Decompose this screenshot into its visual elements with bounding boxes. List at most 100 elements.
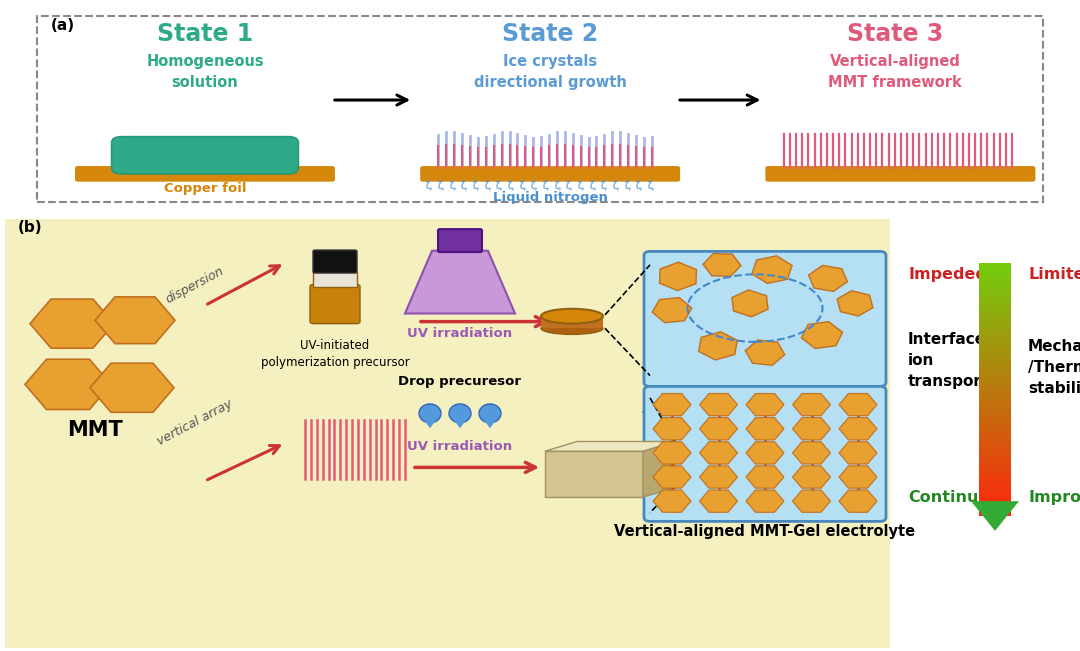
FancyBboxPatch shape <box>644 387 886 521</box>
Polygon shape <box>971 501 1020 531</box>
Bar <box>978 352 1011 355</box>
Bar <box>978 294 1011 298</box>
FancyBboxPatch shape <box>111 137 298 174</box>
Polygon shape <box>752 256 792 283</box>
Bar <box>978 421 1011 424</box>
Bar <box>978 361 1011 364</box>
Bar <box>978 418 1011 421</box>
Polygon shape <box>793 442 831 464</box>
FancyBboxPatch shape <box>310 284 360 324</box>
Bar <box>978 275 1011 279</box>
FancyBboxPatch shape <box>313 250 357 273</box>
Bar <box>978 415 1011 418</box>
Text: ζ: ζ <box>447 180 456 191</box>
Polygon shape <box>653 466 691 488</box>
Text: ζ: ζ <box>599 180 608 191</box>
Polygon shape <box>793 393 831 416</box>
Bar <box>978 386 1011 389</box>
Polygon shape <box>839 393 877 416</box>
Polygon shape <box>793 418 831 440</box>
Bar <box>978 428 1011 430</box>
Bar <box>978 377 1011 380</box>
Bar <box>978 314 1011 316</box>
Bar <box>978 402 1011 406</box>
Bar <box>978 491 1011 494</box>
Bar <box>978 279 1011 282</box>
FancyBboxPatch shape <box>438 229 482 252</box>
Bar <box>978 345 1011 348</box>
Text: UV irradiation: UV irradiation <box>407 440 513 453</box>
FancyBboxPatch shape <box>5 219 890 648</box>
Text: Copper foil: Copper foil <box>164 182 246 195</box>
Text: dispersion: dispersion <box>164 264 227 306</box>
Bar <box>978 399 1011 402</box>
Polygon shape <box>480 413 501 428</box>
Bar <box>978 488 1011 491</box>
Polygon shape <box>700 393 738 416</box>
Polygon shape <box>745 340 785 365</box>
Polygon shape <box>660 262 697 290</box>
Bar <box>978 282 1011 285</box>
Polygon shape <box>545 441 675 451</box>
Bar <box>978 348 1011 352</box>
Polygon shape <box>793 466 831 488</box>
Polygon shape <box>700 490 738 512</box>
Bar <box>978 288 1011 292</box>
Text: ζ: ζ <box>471 180 480 191</box>
Polygon shape <box>837 291 873 316</box>
Text: Continuous: Continuous <box>908 490 1010 505</box>
Polygon shape <box>653 418 691 440</box>
Text: ζ: ζ <box>529 180 538 191</box>
Text: ζ: ζ <box>634 180 643 191</box>
Bar <box>978 370 1011 374</box>
Bar <box>978 465 1011 469</box>
Polygon shape <box>653 393 691 416</box>
Text: ζ: ζ <box>622 180 632 191</box>
Text: ζ: ζ <box>576 180 584 191</box>
Text: Drop precuresor: Drop precuresor <box>399 375 522 388</box>
Bar <box>978 301 1011 304</box>
Bar <box>978 408 1011 411</box>
Bar <box>978 389 1011 393</box>
Polygon shape <box>809 266 848 292</box>
Text: ζ: ζ <box>423 180 433 191</box>
FancyBboxPatch shape <box>766 166 1036 182</box>
Bar <box>978 358 1011 361</box>
Text: (a): (a) <box>51 18 75 33</box>
Bar <box>978 316 1011 320</box>
Bar <box>978 452 1011 456</box>
Text: MMT: MMT <box>67 420 123 439</box>
Text: Ice crystals
directional growth: Ice crystals directional growth <box>474 54 626 90</box>
Bar <box>978 456 1011 459</box>
Bar <box>978 342 1011 345</box>
Polygon shape <box>746 490 784 512</box>
Bar <box>978 510 1011 513</box>
Bar <box>978 333 1011 336</box>
Polygon shape <box>652 298 692 323</box>
Ellipse shape <box>541 322 603 335</box>
Ellipse shape <box>449 404 471 423</box>
Text: ζ: ζ <box>610 180 620 191</box>
Ellipse shape <box>541 309 603 324</box>
Polygon shape <box>449 413 471 428</box>
Text: ζ: ζ <box>494 180 503 191</box>
Polygon shape <box>95 297 175 344</box>
Bar <box>978 503 1011 506</box>
Bar <box>978 478 1011 481</box>
Polygon shape <box>746 393 784 416</box>
Text: ζ: ζ <box>588 180 596 191</box>
Polygon shape <box>839 418 877 440</box>
Bar <box>978 472 1011 475</box>
Bar <box>978 270 1011 272</box>
Text: Interface
ion
transport: Interface ion transport <box>908 332 989 389</box>
FancyBboxPatch shape <box>541 315 603 328</box>
Text: ζ: ζ <box>505 180 514 191</box>
Text: Homogeneous
solution: Homogeneous solution <box>146 54 264 90</box>
Bar <box>978 285 1011 288</box>
Bar <box>978 266 1011 270</box>
Polygon shape <box>793 490 831 512</box>
Polygon shape <box>25 359 111 409</box>
Bar <box>978 298 1011 301</box>
Text: ζ: ζ <box>459 180 468 191</box>
Bar <box>978 459 1011 462</box>
